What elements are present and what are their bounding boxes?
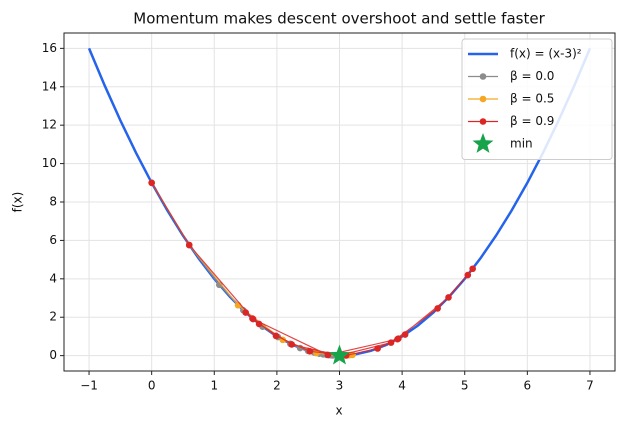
plot-frame bbox=[63, 32, 616, 372]
legend-marker bbox=[472, 133, 494, 153]
y-tick-label: 12 bbox=[42, 118, 57, 132]
legend-label: β = 0.5 bbox=[510, 92, 554, 106]
legend-box bbox=[461, 38, 613, 160]
point bbox=[464, 271, 472, 279]
y-tick-label: 6 bbox=[49, 233, 57, 247]
point bbox=[255, 320, 263, 328]
point bbox=[387, 339, 395, 346]
point bbox=[272, 332, 280, 340]
point bbox=[242, 309, 250, 316]
point bbox=[185, 241, 193, 249]
x-tick-label: 4 bbox=[398, 379, 406, 393]
point bbox=[288, 341, 296, 348]
point bbox=[374, 345, 381, 352]
y-tick-label: 16 bbox=[42, 41, 57, 55]
x-tick-label: −1 bbox=[80, 379, 98, 393]
y-tick-label: 0 bbox=[49, 348, 57, 362]
legend-label: min bbox=[510, 137, 533, 151]
y-tick-label: 10 bbox=[42, 156, 57, 170]
point bbox=[324, 351, 332, 359]
series-line bbox=[151, 182, 333, 357]
x-tick-label: 1 bbox=[210, 379, 218, 393]
y-tick-label: 4 bbox=[49, 271, 57, 285]
point bbox=[394, 335, 402, 343]
legend-marker bbox=[479, 73, 487, 80]
point bbox=[306, 348, 314, 355]
point bbox=[249, 315, 256, 322]
point bbox=[434, 305, 441, 312]
y-axis-label: f(x) bbox=[11, 192, 25, 213]
y-tick-label: 2 bbox=[49, 310, 57, 324]
legend-marker bbox=[479, 95, 487, 103]
y-tick-label: 14 bbox=[42, 79, 57, 93]
point bbox=[469, 265, 476, 273]
x-tick-label: 6 bbox=[524, 379, 532, 393]
x-tick-label: 0 bbox=[148, 379, 156, 393]
series-line bbox=[151, 182, 474, 357]
legend-label: β = 0.0 bbox=[510, 69, 554, 83]
x-tick-label: 2 bbox=[273, 379, 281, 393]
point bbox=[445, 294, 452, 301]
point bbox=[401, 331, 409, 338]
legend-label: β = 0.9 bbox=[510, 114, 554, 128]
chart-title: Momentum makes descent overshoot and set… bbox=[133, 10, 545, 28]
legend-marker bbox=[479, 118, 487, 125]
x-tick-label: 3 bbox=[336, 379, 344, 393]
x-tick-label: 7 bbox=[586, 379, 594, 393]
x-axis-label: x bbox=[335, 404, 342, 418]
point bbox=[148, 179, 155, 187]
legend-label: f(x) = (x-3)² bbox=[510, 47, 582, 61]
y-tick-label: 8 bbox=[49, 195, 57, 209]
min-marker bbox=[329, 344, 350, 365]
series-line bbox=[151, 182, 353, 357]
x-tick-label: 5 bbox=[461, 379, 469, 393]
